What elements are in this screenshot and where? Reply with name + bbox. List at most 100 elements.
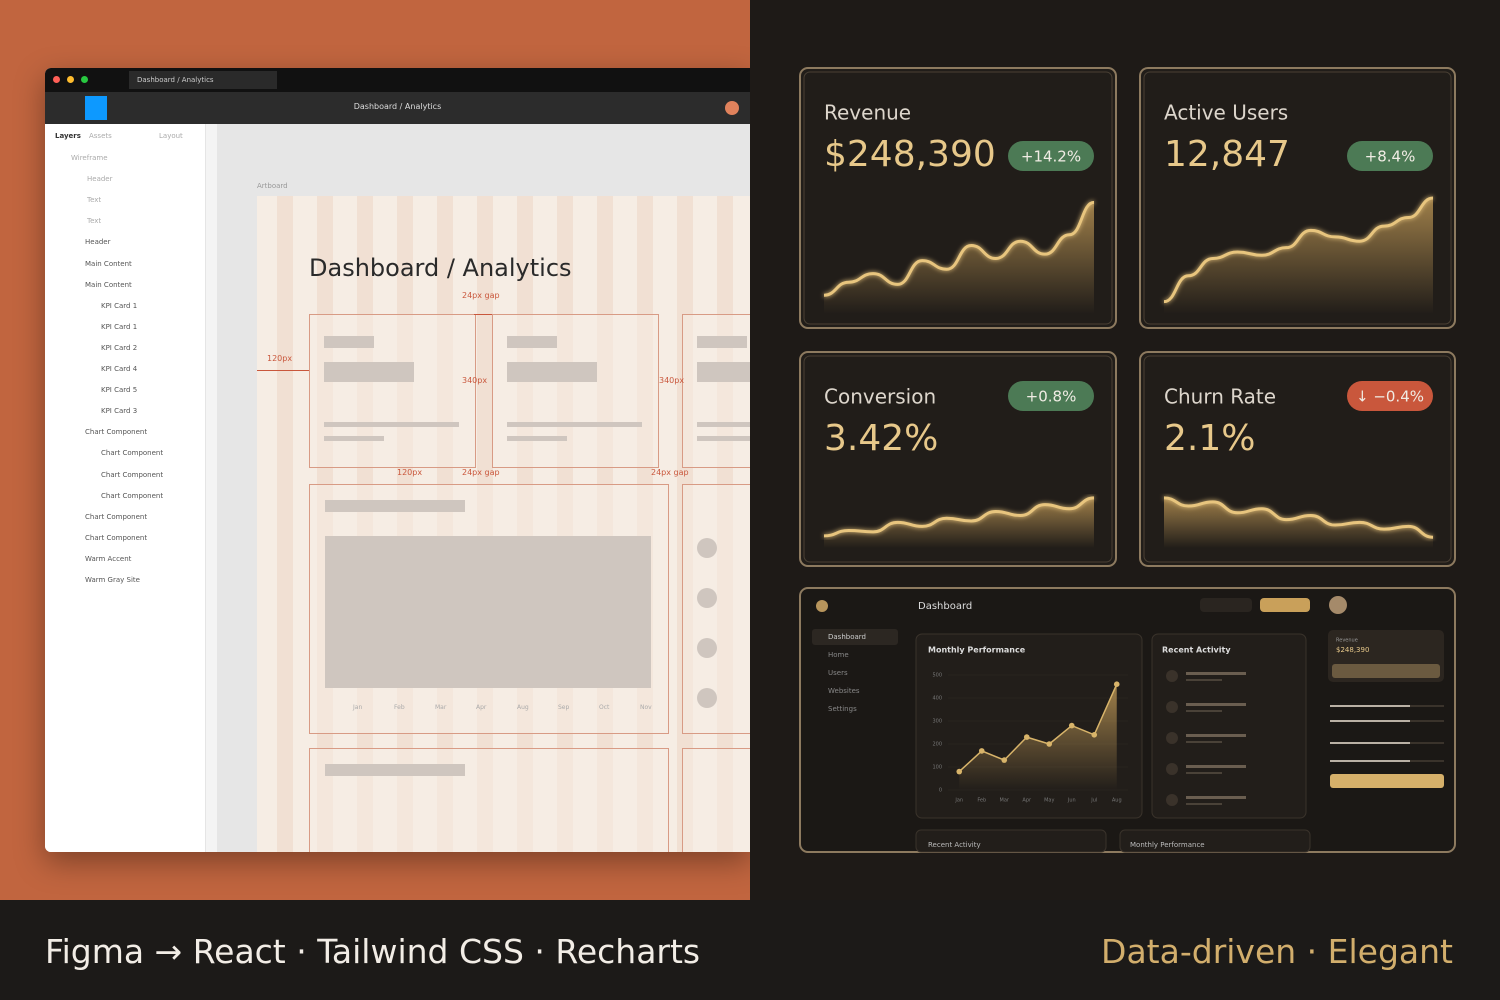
activity-icon [1166,732,1178,744]
point [1113,681,1120,687]
panel-tab: Layout [159,132,183,140]
measure-line [257,370,309,371]
x-tick-label: Apr [1022,798,1032,804]
tab[interactable]: Dashboard / Analytics [129,71,277,89]
side-value: $248,390 [1336,646,1369,654]
layer-item: Header [87,175,113,184]
tab-bar: Dashboard / Analytics [45,68,750,92]
placeholder [507,336,557,348]
sparkline-area [824,497,1094,548]
placeholder [697,362,750,382]
kpi-label: Revenue [824,101,911,125]
placeholder [324,422,459,427]
placeholder [507,362,597,382]
panel-tab: Assets [89,132,112,140]
placeholder [325,536,651,688]
y-tick-label: 0 [939,788,942,794]
progress-fill [1330,760,1410,762]
y-tick-label: 100 [932,765,942,771]
layer-item: Text [87,217,102,226]
mini-title: Dashboard [918,601,972,612]
point [978,748,985,754]
layer-item: KPI Card 1 [101,301,138,310]
bottom-panel [915,829,1107,853]
kpi-label: Conversion [824,385,936,409]
change-badge [1008,381,1094,411]
layer-item: KPI Card 4 [101,365,138,373]
nav-item: Home [828,651,849,659]
activity-line [1186,734,1246,737]
activity-line [1186,679,1222,681]
footer-left: Figma → React · Tailwind CSS · Recharts [45,932,701,971]
layers-panel: Layers Assets Layout Wireframe Header Text Tex… [45,124,206,852]
side-bar [1332,664,1440,678]
bottom-panel [1119,829,1311,853]
kpi-card-inner [803,71,1113,325]
layer-item: Wireframe [71,154,108,162]
placeholder [507,436,567,441]
kpi-card-inner [803,355,1113,563]
kpi-value: 2.1% [1164,418,1255,459]
move-tool[interactable] [85,96,107,120]
point [1001,757,1008,763]
annotation: 24px gap [651,468,689,477]
kpi-value: 12,847 [1164,134,1290,175]
frame-title: Dashboard / Analytics [309,254,572,282]
y-tick-label: 500 [932,673,942,679]
sparkline [1163,196,1434,304]
footer: Figma → React · Tailwind CSS · Recharts … [0,900,1500,1000]
layer-item: Chart Component [101,449,164,458]
layer-item: Chart Component [85,428,148,437]
change-badge-text: +0.8% [1026,388,1077,406]
point [1023,734,1030,740]
placeholder [324,362,414,382]
avatar[interactable] [725,101,739,115]
side-label: Revenue [1336,638,1358,644]
month-label: Mar [435,704,447,711]
activity-title: Recent Activity [1162,646,1231,655]
canvas: Artboard Dashboard / Analytics Jan Feb Mar A… [217,124,750,852]
activity-icon [1166,670,1178,682]
layer-item: Chart Component [101,491,164,500]
change-badge [1008,141,1094,171]
layer-item: KPI Card 2 [101,343,138,352]
layer-item: Chart Component [85,512,148,521]
chart-title: Monthly Performance [928,646,1026,655]
progress-fill [1330,742,1410,744]
activity-line [1186,796,1246,799]
nav-item: Dashboard [828,633,866,641]
annotation: 24px gap [462,291,500,300]
kpi-label: Active Users [1164,101,1288,125]
activity-line [1186,803,1222,805]
activity-line [1186,672,1246,675]
activity-line [1186,772,1222,774]
layer-item: Chart Component [85,533,148,542]
sparkline-area [1164,198,1433,314]
month-label: Aug [517,704,529,711]
progress-fill [1330,705,1410,707]
activity-line [1186,765,1246,768]
activity-line [1186,741,1222,743]
activity-icon [1166,763,1178,775]
annotation: 120px [397,468,423,477]
activity-icon [1166,701,1178,713]
activity-line [1186,710,1222,712]
nav-item: Websites [828,687,860,695]
x-tick-label: Jan [954,798,963,804]
toolbar: Dashboard / Analytics [45,92,750,124]
mini-button [1200,598,1252,612]
kpi-card-inner [1143,71,1452,325]
layer-item: KPI Card 5 [101,386,138,395]
side-button [1330,774,1444,788]
annotation: 340px [462,376,488,385]
month-label: Apr [476,704,487,711]
month-label: Oct [599,704,610,711]
x-tick-label: Aug [1112,798,1122,804]
artboard: Dashboard / Analytics Jan Feb Mar Apr Aug Sep O… [257,196,750,852]
kpi-value: $248,390 [824,134,996,175]
dashboard-preview: Revenue $248,390 +14.2% Active Users 12,847 +… [799,67,1456,853]
layer-item: Warm Gray Site [85,576,140,584]
nav-item: Settings [828,705,857,713]
x-tick-label: May [1044,798,1054,804]
